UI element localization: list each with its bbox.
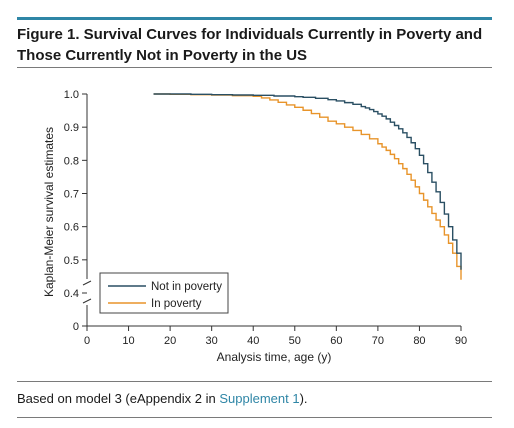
x-tick-label: 10 [122,335,134,347]
x-tick-label: 30 [206,335,218,347]
figure-title: Figure 1. Survival Curves for Individual… [17,26,483,64]
y-axis-break-mark [82,280,92,304]
y-tick-label: 0.4 [64,288,79,300]
x-tick-label: 80 [413,335,425,347]
series-line-not-in-poverty [153,93,462,270]
survival-chart: 0 0.4 0.5 0.6 0.7 0.8 0.9 1.0 0 10 20 30 40 50 60 70 80 9… [42,89,467,364]
caption-suffix: ). [299,391,308,406]
x-tick-label: 50 [289,335,301,347]
y-tick-label: 1.0 [64,89,79,101]
y-tick-label: 0.5 [64,255,79,267]
x-tick-label: 60 [330,335,342,347]
x-axis-title: Analysis time, age (y) [217,350,332,364]
series-line-in-poverty [153,93,462,280]
y-tick-label: 0.6 [64,222,79,234]
figure-caption: Based on model 3 (eAppendix 2 in Supplem… [17,391,308,406]
y-tick-label: 0.7 [64,189,79,201]
title-divider [17,67,492,68]
x-tick-label: 70 [372,335,384,347]
x-tick-label: 20 [164,335,176,347]
y-tick-label: 0.9 [64,122,79,134]
x-tick-label: 0 [84,335,90,347]
legend-label-in-poverty: In poverty [151,298,202,310]
supplement-link[interactable]: Supplement 1 [219,391,300,406]
y-tick-label: 0 [73,321,79,333]
caption-prefix: Based on model 3 (eAppendix 2 in [17,391,220,406]
caption-divider [17,381,492,382]
legend-label-not-in-poverty: Not in poverty [151,281,222,293]
y-tick-label: 0.8 [64,155,79,167]
bottom-divider [17,417,492,418]
legend-box [99,272,229,314]
y-axis-title: Kaplan-Meier survival estimates [42,127,56,297]
x-tick-label: 90 [455,335,467,347]
top-accent-rule [17,17,492,20]
x-tick-label: 40 [247,335,259,347]
